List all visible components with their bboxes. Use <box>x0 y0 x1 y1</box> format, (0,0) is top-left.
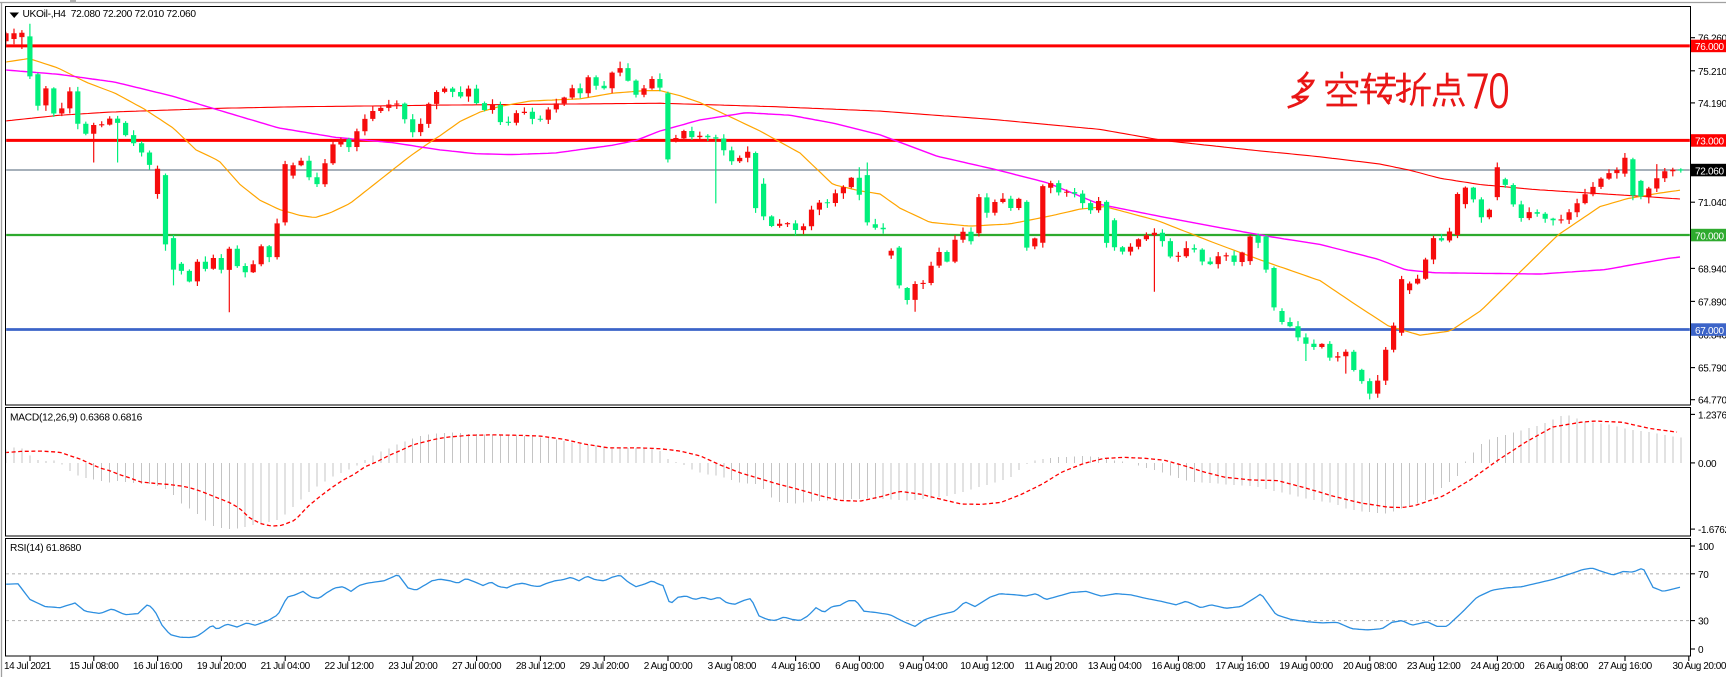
svg-text:30 Aug 20:00: 30 Aug 20:00 <box>1672 661 1726 672</box>
svg-text:2 Aug 00:00: 2 Aug 00:00 <box>644 661 693 672</box>
svg-text:17 Aug 16:00: 17 Aug 16:00 <box>1215 661 1269 672</box>
svg-text:14 Jul 2021: 14 Jul 2021 <box>4 661 52 672</box>
svg-text:0.00: 0.00 <box>1698 459 1717 470</box>
svg-text:3 Aug 08:00: 3 Aug 08:00 <box>708 661 757 672</box>
svg-text:65.790: 65.790 <box>1698 364 1726 375</box>
svg-text:67.000: 67.000 <box>1695 326 1725 337</box>
svg-text:70: 70 <box>1698 570 1709 581</box>
svg-text:RSI(14) 61.8680: RSI(14) 61.8680 <box>10 543 82 554</box>
svg-text:11 Aug 20:00: 11 Aug 20:00 <box>1024 661 1078 672</box>
svg-text:27 Aug 16:00: 27 Aug 16:00 <box>1598 661 1652 672</box>
svg-text:100: 100 <box>1698 542 1715 553</box>
svg-text:70.000: 70.000 <box>1695 231 1725 242</box>
svg-text:64.770: 64.770 <box>1698 396 1726 407</box>
svg-text:22 Jul 12:00: 22 Jul 12:00 <box>324 661 374 672</box>
svg-text:68.940: 68.940 <box>1698 264 1726 275</box>
svg-text:21 Jul 04:00: 21 Jul 04:00 <box>261 661 311 672</box>
svg-text:6 Aug 00:00: 6 Aug 00:00 <box>835 661 884 672</box>
svg-text:-1.6762: -1.6762 <box>1698 525 1726 536</box>
svg-text:66.840: 66.840 <box>1698 331 1726 342</box>
svg-text:76.000: 76.000 <box>1695 42 1725 53</box>
svg-text:27 Jul 00:00: 27 Jul 00:00 <box>452 661 502 672</box>
svg-text:16 Jul 16:00: 16 Jul 16:00 <box>133 661 183 672</box>
svg-text:71.040: 71.040 <box>1698 198 1726 209</box>
svg-text:UKOil-,H4 72.080 72.200 72.01: UKOil-,H4 72.080 72.200 72.010 72.060 <box>23 9 197 20</box>
svg-text:72.060: 72.060 <box>1695 166 1725 177</box>
svg-text:20 Aug 08:00: 20 Aug 08:00 <box>1343 661 1397 672</box>
svg-text:16 Aug 08:00: 16 Aug 08:00 <box>1152 661 1206 672</box>
svg-text:10 Aug 12:00: 10 Aug 12:00 <box>960 661 1014 672</box>
svg-text:24 Aug 20:00: 24 Aug 20:00 <box>1471 661 1525 672</box>
svg-text:0: 0 <box>1698 645 1704 656</box>
svg-text:67.890: 67.890 <box>1698 297 1726 308</box>
svg-text:1.2376: 1.2376 <box>1698 410 1726 421</box>
svg-text:9 Aug 04:00: 9 Aug 04:00 <box>899 661 948 672</box>
svg-text:30: 30 <box>1698 617 1709 628</box>
svg-text:23 Aug 12:00: 23 Aug 12:00 <box>1407 661 1461 672</box>
svg-text:19 Jul 20:00: 19 Jul 20:00 <box>197 661 247 672</box>
svg-text:28 Jul 12:00: 28 Jul 12:00 <box>516 661 566 672</box>
svg-text:19 Aug 00:00: 19 Aug 00:00 <box>1279 661 1333 672</box>
svg-text:75.210: 75.210 <box>1698 67 1726 78</box>
svg-text:23 Jul 20:00: 23 Jul 20:00 <box>388 661 438 672</box>
svg-text:4 Aug 16:00: 4 Aug 16:00 <box>771 661 820 672</box>
svg-text:13 Aug 04:00: 13 Aug 04:00 <box>1088 661 1142 672</box>
svg-text:74.190: 74.190 <box>1698 99 1726 110</box>
svg-text:29 Jul 20:00: 29 Jul 20:00 <box>580 661 630 672</box>
svg-text:15 Jul 08:00: 15 Jul 08:00 <box>69 661 119 672</box>
svg-text:73.000: 73.000 <box>1695 137 1725 148</box>
svg-text:76.260: 76.260 <box>1698 34 1726 45</box>
svg-text:MACD(12,26,9) 0.6368 0.6816: MACD(12,26,9) 0.6368 0.6816 <box>10 413 143 424</box>
svg-text:26 Aug 08:00: 26 Aug 08:00 <box>1534 661 1588 672</box>
